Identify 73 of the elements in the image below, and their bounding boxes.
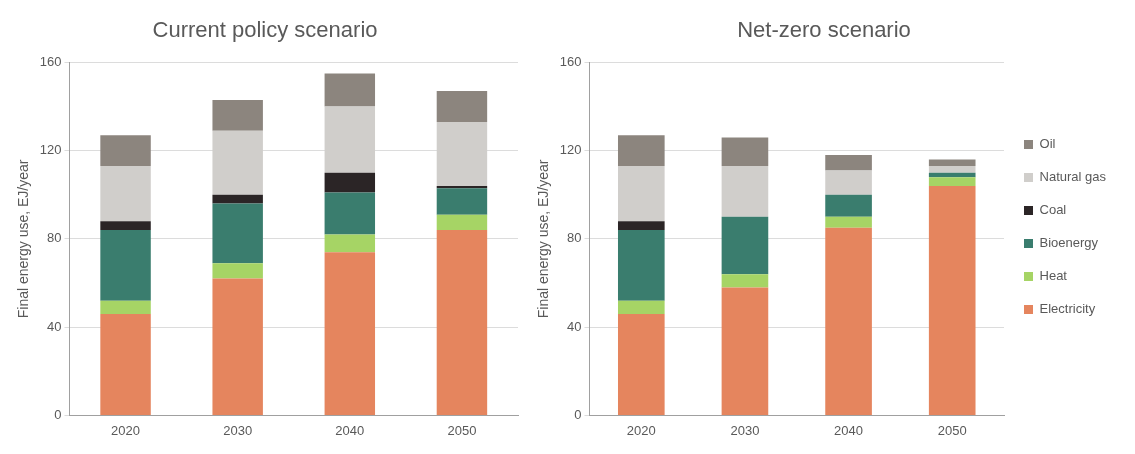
x-tick-label: 2030 <box>223 422 253 438</box>
y-tick-label: 40 <box>567 318 582 334</box>
y-tick-label: 160 <box>39 53 62 69</box>
bar <box>436 230 488 415</box>
bar <box>212 278 263 415</box>
bar <box>436 121 488 186</box>
y-tick-label: 160 <box>559 53 582 69</box>
bar <box>928 172 976 178</box>
bar <box>436 185 488 189</box>
bar <box>324 252 376 415</box>
bar <box>617 313 665 415</box>
chart-title: Net-zero scenario <box>737 17 911 43</box>
legend-label: Heat <box>1039 268 1068 284</box>
bar <box>324 234 376 253</box>
bar <box>721 166 769 217</box>
bar <box>324 192 376 235</box>
x-tick-label: 2050 <box>937 422 967 438</box>
bar <box>928 177 976 186</box>
y-tick-label: 120 <box>559 142 582 158</box>
bar <box>928 166 976 173</box>
y-axis-title: Final energy use, EJ/year <box>535 159 552 319</box>
legend-label: Natural gas <box>1039 169 1107 185</box>
y-tick-label: 0 <box>54 406 62 422</box>
bar <box>100 221 151 231</box>
bar <box>100 313 151 415</box>
y-tick-label: 80 <box>47 230 62 246</box>
bar <box>617 135 665 167</box>
bar <box>324 106 376 173</box>
bar <box>212 194 263 204</box>
bar <box>324 172 376 193</box>
bar <box>436 91 488 122</box>
bar <box>212 130 263 195</box>
y-tick-label: 80 <box>567 230 582 246</box>
y-tick-label: 40 <box>47 318 62 334</box>
bar <box>928 159 976 167</box>
bar <box>212 263 263 279</box>
bar <box>825 170 872 195</box>
bar <box>100 300 151 314</box>
bar <box>617 166 665 222</box>
bar <box>825 155 872 171</box>
bar <box>825 227 872 415</box>
bar <box>825 216 872 228</box>
x-tick-label: 2020 <box>626 422 656 438</box>
bar <box>617 230 665 301</box>
legend-label: Electricity <box>1039 301 1096 317</box>
y-tick-label: 0 <box>574 406 582 422</box>
bar <box>100 135 151 167</box>
x-tick-label: 2020 <box>111 422 141 438</box>
x-tick-label: 2050 <box>447 422 477 438</box>
bar <box>721 274 769 288</box>
bar <box>212 203 263 264</box>
bar <box>721 137 769 167</box>
legend-label: Oil <box>1039 136 1056 152</box>
y-tick-label: 120 <box>39 142 62 158</box>
y-axis-title: Final energy use, EJ/year <box>15 159 32 319</box>
bar <box>212 99 263 131</box>
bar <box>825 194 872 217</box>
chart-title: Current policy scenario <box>152 17 378 43</box>
bar <box>617 221 665 231</box>
legend-label: Bioenergy <box>1039 235 1099 251</box>
bar <box>617 300 665 314</box>
bar <box>324 73 376 107</box>
bar <box>100 166 151 222</box>
bar <box>928 185 976 415</box>
bar <box>436 214 488 231</box>
x-tick-label: 2030 <box>730 422 760 438</box>
bar <box>721 216 769 275</box>
bar <box>436 188 488 215</box>
bar <box>721 287 769 415</box>
x-tick-label: 2040 <box>834 422 864 438</box>
legend-label: Coal <box>1039 202 1067 218</box>
bar <box>100 230 151 301</box>
x-tick-label: 2040 <box>335 422 365 438</box>
